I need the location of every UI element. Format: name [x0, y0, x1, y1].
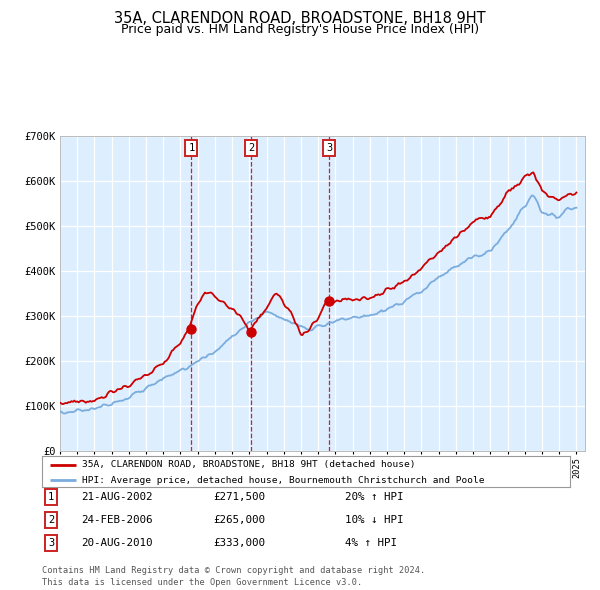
- Text: £265,000: £265,000: [213, 516, 265, 525]
- Text: 2: 2: [248, 143, 254, 153]
- Text: 20% ↑ HPI: 20% ↑ HPI: [345, 493, 404, 502]
- Text: 2: 2: [48, 516, 54, 525]
- Text: 1: 1: [188, 143, 194, 153]
- Text: 3: 3: [48, 539, 54, 548]
- Text: £333,000: £333,000: [213, 539, 265, 548]
- Text: 3: 3: [326, 143, 332, 153]
- Text: Price paid vs. HM Land Registry's House Price Index (HPI): Price paid vs. HM Land Registry's House …: [121, 23, 479, 36]
- Text: 1: 1: [48, 493, 54, 502]
- Text: Contains HM Land Registry data © Crown copyright and database right 2024.
This d: Contains HM Land Registry data © Crown c…: [42, 566, 425, 587]
- Text: 20-AUG-2010: 20-AUG-2010: [81, 539, 152, 548]
- Text: £271,500: £271,500: [213, 493, 265, 502]
- Text: 24-FEB-2006: 24-FEB-2006: [81, 516, 152, 525]
- Text: 35A, CLARENDON ROAD, BROADSTONE, BH18 9HT (detached house): 35A, CLARENDON ROAD, BROADSTONE, BH18 9H…: [82, 460, 415, 469]
- Text: 4% ↑ HPI: 4% ↑ HPI: [345, 539, 397, 548]
- Text: 35A, CLARENDON ROAD, BROADSTONE, BH18 9HT: 35A, CLARENDON ROAD, BROADSTONE, BH18 9H…: [114, 11, 486, 25]
- Text: HPI: Average price, detached house, Bournemouth Christchurch and Poole: HPI: Average price, detached house, Bour…: [82, 476, 484, 484]
- Text: 21-AUG-2002: 21-AUG-2002: [81, 493, 152, 502]
- Text: 10% ↓ HPI: 10% ↓ HPI: [345, 516, 404, 525]
